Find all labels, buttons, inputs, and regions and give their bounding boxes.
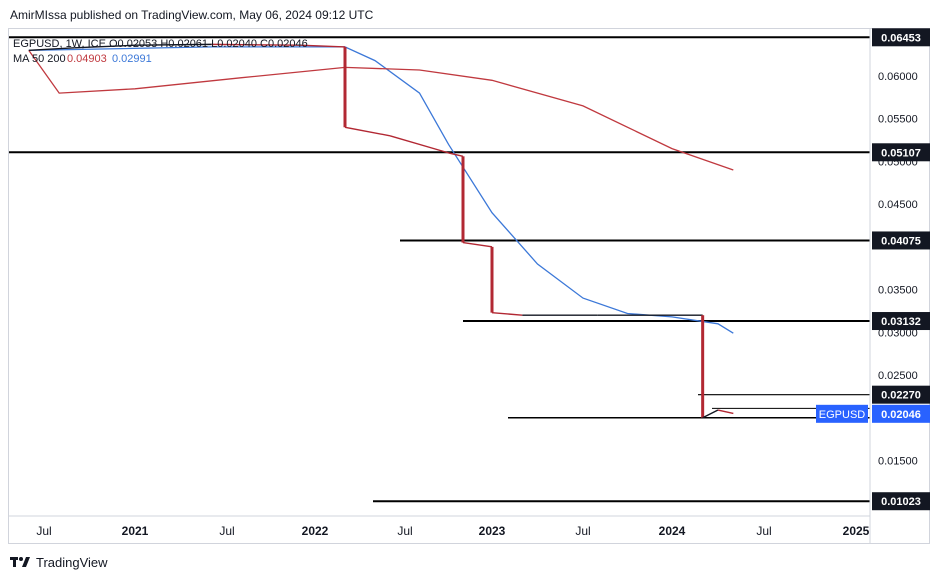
price-segment — [491, 311, 523, 316]
x-tick-label: Jul — [575, 524, 590, 538]
y-tick-label: 0.05500 — [878, 114, 918, 126]
x-tick-label: Jul — [397, 524, 412, 538]
x-tick-label: Jul — [219, 524, 234, 538]
level-price-tag — [872, 28, 930, 47]
price-candle — [701, 315, 705, 418]
footer: TradingView — [10, 553, 108, 571]
symbol-tag — [816, 404, 868, 423]
published-header: AmirMIssa published on TradingView.com, … — [10, 8, 374, 22]
legend-symbol-line: EGPUSD, 1W, ICE O0.02053 H0.02061 L0.020… — [13, 38, 308, 50]
level-price-label: 0.01023 — [881, 496, 921, 508]
price-segment — [300, 44, 346, 48]
x-tick-label: 2023 — [479, 524, 506, 538]
price-segment — [389, 135, 449, 154]
level-price-tag — [872, 231, 930, 250]
chart-canvas[interactable]: 0.060000.055000.050000.045000.035000.030… — [0, 0, 939, 545]
chart-area[interactable] — [8, 28, 930, 544]
series-line-ma-50 — [28, 46, 734, 334]
level-price-label: 0.03132 — [881, 316, 921, 328]
level-price-tag — [872, 492, 930, 511]
price-segment — [344, 126, 391, 137]
x-tick-label: 2025 — [843, 524, 870, 538]
footer-brand[interactable]: TradingView — [36, 554, 108, 570]
price-segment — [462, 241, 493, 248]
symbol-tag-label: EGPUSD — [819, 409, 866, 421]
x-tick-label: 2021 — [122, 524, 149, 538]
price-segment — [74, 44, 136, 49]
level-price-label: 0.02270 — [881, 390, 921, 402]
level-price-tag — [872, 312, 930, 331]
price-candle — [343, 46, 347, 128]
price-segment — [702, 409, 719, 419]
price-segment — [717, 409, 734, 415]
level-price-label: 0.06453 — [881, 32, 921, 44]
legend-ma-label: MA 50 200 — [13, 53, 66, 65]
y-tick-label: 0.03500 — [878, 285, 918, 297]
legend-ma50-value: 0.04903 — [67, 53, 107, 65]
x-tick-label: Jul — [756, 524, 771, 538]
current-price-label: 0.02046 — [881, 409, 921, 421]
y-tick-label: 0.06000 — [878, 71, 918, 83]
current-price-tag — [872, 404, 930, 423]
y-tick-label: 0.03000 — [878, 327, 918, 339]
y-tick-label: 0.04500 — [878, 199, 918, 211]
x-tick-label: 2024 — [659, 524, 686, 538]
tradingview-logo-icon — [10, 557, 30, 567]
level-price-tag — [872, 143, 930, 162]
price-segment — [134, 43, 212, 46]
legend-ma200-value: 0.02991 — [112, 53, 152, 65]
price-candle — [461, 156, 465, 243]
level-price-tag — [872, 385, 930, 404]
price-segment — [28, 47, 75, 52]
level-price-label: 0.04075 — [881, 235, 921, 247]
y-tick-label: 0.01500 — [878, 455, 918, 467]
y-tick-label: 0.02500 — [878, 370, 918, 382]
price-segment — [448, 152, 464, 157]
price-candle — [490, 246, 494, 313]
series-line-ma-200 — [28, 50, 734, 171]
x-tick-label: Jul — [36, 524, 51, 538]
level-price-label: 0.05107 — [881, 147, 921, 159]
price-segment — [211, 43, 301, 46]
x-tick-label: 2022 — [302, 524, 329, 538]
